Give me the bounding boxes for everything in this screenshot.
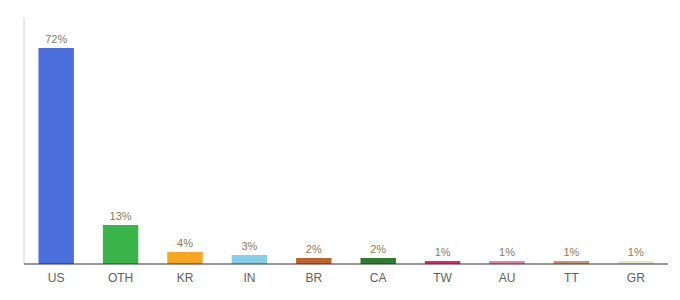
data-label: 72% <box>45 33 67 45</box>
data-label: 1% <box>435 246 451 258</box>
data-label: 2% <box>370 243 386 255</box>
bar: KR <box>167 252 202 264</box>
x-tick-label: US <box>48 271 65 285</box>
chart: US OTH KR IN BR CA TW AU TT GR 72% 13% 4% 3% 2% 2% 1% 1% 1… <box>0 0 680 300</box>
bar: BR <box>296 258 331 264</box>
data-labels: 72% 13% 4% 3% 2% 2% 1% 1% 1% 1% <box>45 33 644 258</box>
x-tick-label: TW <box>433 271 452 285</box>
x-tick-label: TT <box>564 271 579 285</box>
data-label: 3% <box>241 240 257 252</box>
x-tick-label: KR <box>177 271 194 285</box>
bar: OTH <box>103 225 138 264</box>
data-label: 1% <box>499 246 515 258</box>
data-label: 13% <box>110 210 132 222</box>
y-axis-line <box>24 18 25 264</box>
data-label: 4% <box>177 237 193 249</box>
chart-container: US OTH KR IN BR CA TW AU TT GR 72% 13% 4% 3% 2% 2% 1% 1% 1… <box>0 0 680 300</box>
x-tick-labels: US OTH KR IN BR CA TW AU TT GR <box>48 271 645 285</box>
x-tick-label: GR <box>627 271 645 285</box>
data-label: 1% <box>628 246 644 258</box>
x-tick-label: CA <box>370 271 387 285</box>
x-tick-label: IN <box>243 271 255 285</box>
data-label: 1% <box>563 246 579 258</box>
x-axis-line <box>24 263 668 264</box>
bar: CA <box>360 258 395 264</box>
x-tick-label: AU <box>499 271 516 285</box>
bars: USOTHKRINBRCATWAUTTGR <box>38 48 653 264</box>
bar: IN <box>232 255 267 264</box>
x-tick-label: OTH <box>108 271 133 285</box>
x-tick-label: BR <box>305 271 322 285</box>
data-label: 2% <box>306 243 322 255</box>
bar: US <box>38 48 73 264</box>
